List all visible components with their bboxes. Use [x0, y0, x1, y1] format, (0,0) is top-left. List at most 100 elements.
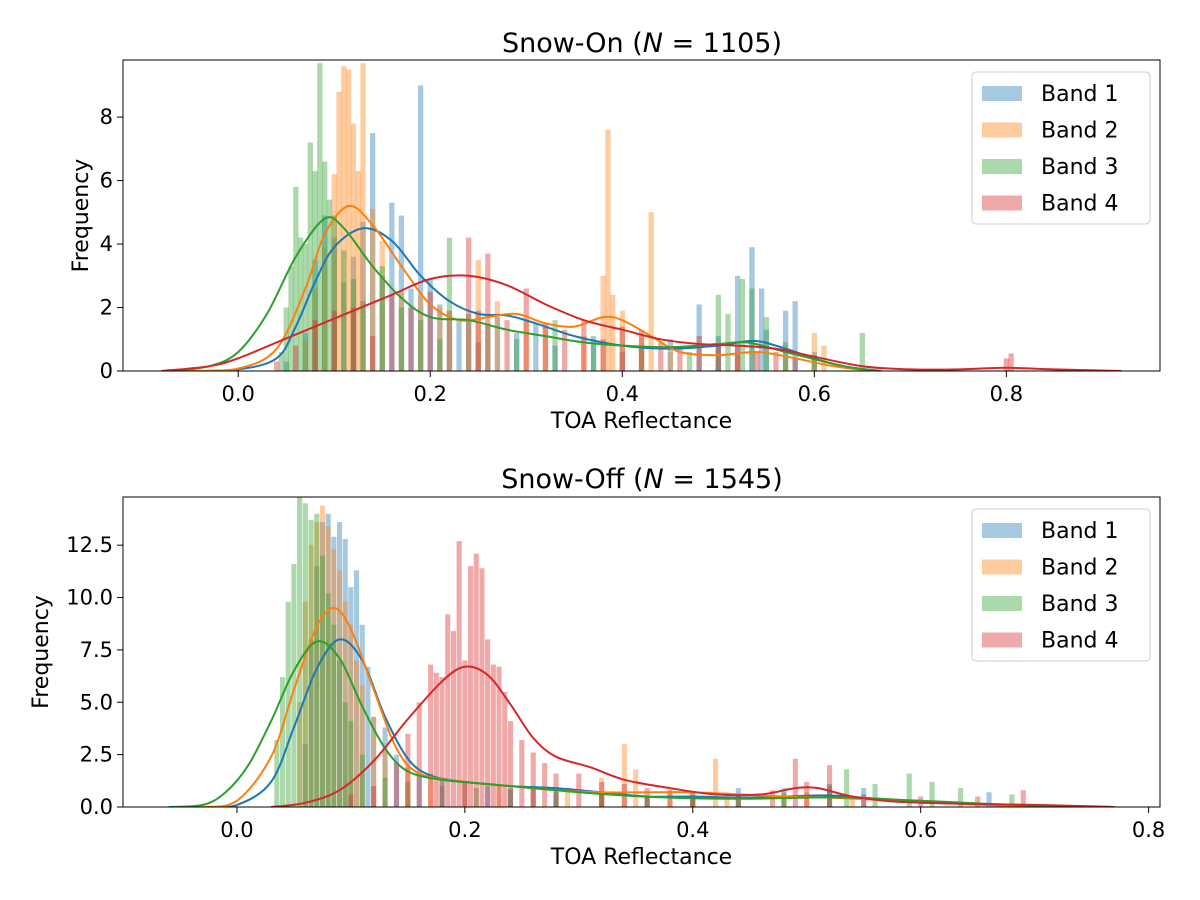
histogram-bar-band-4 [348, 794, 354, 807]
histogram-bar-band-1 [715, 336, 721, 371]
legend-swatch-band-2 [982, 122, 1022, 138]
histogram-bar-band-1 [348, 587, 354, 807]
histogram-bar-band-3 [348, 721, 354, 807]
histogram-bar-band-4 [331, 310, 337, 371]
histogram-bar-band-2 [782, 358, 789, 371]
histogram-bar-band-3 [331, 624, 337, 807]
histogram-bar-band-3 [379, 266, 385, 371]
histogram-bar-band-4 [975, 796, 981, 807]
histogram-bar-band-1 [485, 786, 491, 807]
histogram-bar-band-2 [621, 744, 627, 807]
legend-label-band-4: Band 4 [1041, 192, 1118, 217]
histogram-bar-band-3 [350, 279, 357, 371]
kde-curve-band-4 [161, 274, 1122, 371]
histogram-bar-band-3 [859, 332, 865, 371]
histogram-bar-band-1 [590, 336, 597, 371]
histogram-bar-band-3 [446, 237, 453, 371]
histogram-bar-band-4 [861, 794, 867, 807]
legend-box [971, 71, 1151, 225]
histogram-bar-band-1 [494, 317, 501, 371]
histogram-bar-band-3 [382, 777, 388, 807]
histogram-bar-band-3 [308, 520, 314, 807]
histogram-bar-band-1 [302, 332, 309, 371]
histogram-bar-band-2 [600, 275, 606, 371]
histogram-bar-band-2 [354, 660, 360, 807]
histogram-bar-band-3 [735, 798, 741, 807]
histogram-bar-band-4 [1003, 358, 1009, 371]
kde-curve-band-2 [190, 204, 873, 371]
x-tick-label: 0.2 [448, 818, 481, 842]
snow-off-chart: Snow-Off (N = 1545) 0.0 0.2 0.4 0.6 0.8 0.0 2… [29, 464, 1165, 870]
histogram-bar-band-2 [619, 310, 625, 371]
histogram-bar-band-2 [605, 129, 611, 371]
histogram-bar-band-1 [342, 538, 348, 807]
legend-label-band-1: Band 1 [1041, 519, 1118, 544]
histogram-bar-band-2 [804, 792, 810, 807]
histogram-bar-band-4 [496, 666, 502, 807]
kde-curve-band-4 [270, 665, 1115, 807]
legend-swatch-band-3 [982, 159, 1022, 174]
histogram-bar-band-4 [502, 691, 508, 807]
histogram-bar-band-2 [342, 601, 348, 807]
histogram-bar-band-2 [350, 123, 357, 371]
y-axis-ticks: 0 2 4 6 8 [100, 105, 123, 383]
kde-curves [168, 607, 1115, 807]
y-tick-label: 0 [100, 359, 113, 383]
histogram-bar-band-3 [686, 352, 693, 371]
y-tick-label: 8 [100, 105, 113, 129]
histogram-bar-band-1 [418, 85, 424, 371]
histogram-bar-band-4 [350, 307, 357, 371]
histogram-bar-band-3 [341, 250, 347, 371]
histogram-bar-band-2 [382, 750, 388, 807]
y-tick-label: 6 [100, 169, 113, 193]
histogram-bar-band-2 [297, 702, 303, 807]
histogram-bar-band-2 [690, 792, 696, 807]
histogram-bar-band-1 [360, 221, 366, 371]
histogram-bar-band-3 [359, 754, 365, 807]
histogram-bar-band-2 [428, 773, 434, 807]
histogram-bar-band-2 [437, 307, 443, 371]
histogram-bar-band-2 [523, 320, 529, 371]
y-tick-label: 10.0 [66, 586, 113, 610]
histogram-bar-band-4 [562, 329, 568, 371]
histogram-bar-band-1 [734, 275, 741, 371]
histogram-bar-band-3 [690, 796, 696, 807]
histogram-bar-band-4 [530, 752, 536, 807]
histogram-bar-band-2 [475, 259, 481, 371]
histogram-bar-band-1 [533, 323, 539, 371]
histogram-bar-band-1 [325, 513, 331, 807]
histogram-bar-band-1 [331, 237, 337, 371]
histogram-bar-band-4 [792, 758, 798, 807]
histogram-bar-band-1 [382, 727, 388, 807]
histogram-bar-band-2 [308, 545, 314, 807]
histogram-bar-band-3 [280, 677, 286, 807]
kde-curves [161, 204, 1122, 371]
histogram-bar-band-4 [804, 781, 810, 807]
x-tick-label: 0.8 [1132, 818, 1165, 842]
histogram-bar-band-4 [542, 763, 548, 807]
histogram-bar-band-3 [405, 781, 411, 807]
histogram-bar-band-4 [523, 288, 529, 371]
y-tick-label: 0.0 [80, 795, 113, 819]
histogram-bar-band-3 [1009, 794, 1015, 807]
histogram-bar-band-3 [781, 792, 787, 807]
histogram-bar-band-2 [336, 91, 342, 371]
histogram-bar-band-2 [530, 788, 536, 807]
histogram-bar-band-1 [398, 215, 405, 371]
histogram-bar-band-2 [418, 294, 424, 371]
histogram-bar-band-2 [713, 758, 719, 807]
histogram-bar-band-3 [599, 794, 605, 807]
histogram-bar-band-4 [433, 672, 439, 807]
histogram-bar-band-4 [416, 702, 422, 807]
histogram-bar-band-2 [302, 601, 308, 807]
histogram-bar-band-2 [370, 209, 376, 371]
histogram-bar-band-4 [735, 794, 741, 807]
histogram-bar-band-2 [331, 174, 337, 371]
histogram-bar-band-4 [600, 339, 606, 371]
histogram-bar-band-3 [322, 161, 328, 371]
histogram-bar-band-1 [696, 304, 702, 371]
histogram-bar-band-4 [715, 345, 721, 371]
histogram-bar-band-1 [331, 536, 337, 807]
histogram-bar-band-4 [428, 664, 434, 807]
histogram-bar-band-1 [354, 570, 360, 807]
